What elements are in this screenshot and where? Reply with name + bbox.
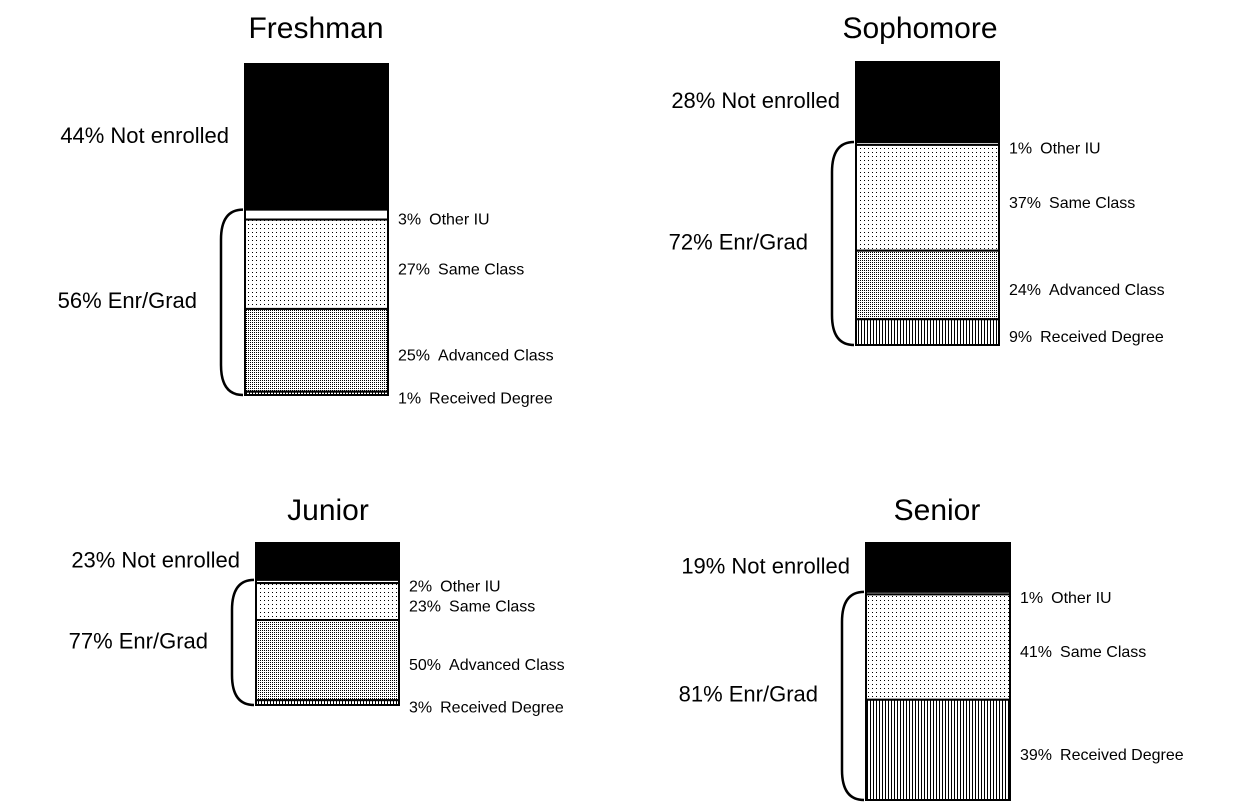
- segment-label: 37% Same Class: [1009, 195, 1135, 212]
- bar-segment: [855, 143, 1000, 252]
- segment-name: Other IU: [429, 212, 489, 229]
- segment-name: Same Class: [438, 261, 524, 278]
- chart-title: Sophomore: [842, 12, 997, 45]
- bar-segment: [255, 618, 400, 702]
- value-label: 24%: [1009, 282, 1041, 299]
- value-label: 50%: [409, 657, 441, 674]
- segment-label: 1% Other IU: [1009, 141, 1101, 158]
- segment-name: Not enrolled: [110, 123, 229, 148]
- segment-name: Not enrolled: [721, 88, 840, 113]
- segment-name: Received Degree: [440, 700, 564, 717]
- segment-label: 24% Advanced Class: [1009, 282, 1165, 299]
- value-label: 25%: [398, 348, 430, 365]
- chart-title: Junior: [287, 494, 369, 527]
- value-label: 9%: [1009, 329, 1032, 346]
- bar-segment: [865, 542, 1011, 593]
- value-label: 27%: [398, 261, 430, 278]
- bar-segment: [865, 593, 1011, 701]
- bar-segment: [244, 208, 389, 221]
- segment-label: 50% Advanced Class: [409, 657, 565, 674]
- segment-name: Not enrolled: [121, 547, 240, 572]
- bar-segment: [244, 218, 389, 310]
- segment-name: Not enrolled: [731, 553, 850, 578]
- segment-label: 28% Not enrolled: [671, 88, 840, 113]
- segment-label: 41% Same Class: [1020, 644, 1146, 661]
- brace-label: 77% Enr/Grad: [69, 628, 208, 653]
- bar-segment: [855, 61, 1000, 144]
- value-label: 3%: [398, 212, 421, 229]
- value-label: 41%: [1020, 644, 1052, 661]
- segment-label: 25% Advanced Class: [398, 348, 554, 365]
- value-label: 37%: [1009, 195, 1041, 212]
- bar-segment: [855, 318, 1000, 347]
- brace: [830, 140, 855, 347]
- brace: [230, 578, 255, 707]
- segment-label: 27% Same Class: [398, 261, 524, 278]
- value-label: 1%: [1009, 141, 1032, 158]
- bar-segment: [244, 390, 389, 397]
- segment-label: 39% Received Degree: [1020, 747, 1184, 764]
- value-label: 23%: [71, 547, 115, 572]
- brace: [219, 208, 244, 397]
- segment-label: 23% Not enrolled: [71, 547, 240, 572]
- value-label: 44%: [60, 123, 104, 148]
- segment-name: Advanced Class: [449, 657, 565, 674]
- bar-segment: [865, 698, 1011, 802]
- value-label: 23%: [409, 599, 441, 616]
- segment-name: Received Degree: [1040, 329, 1164, 346]
- bar-segment: [244, 307, 389, 393]
- brace-label: 81% Enr/Grad: [679, 682, 818, 707]
- segment-label: 23% Same Class: [409, 599, 535, 616]
- segment-label: 2% Other IU: [409, 579, 501, 596]
- chart-title: Senior: [894, 494, 981, 527]
- segment-label: 1% Other IU: [1020, 590, 1112, 607]
- value-label: 19%: [681, 553, 725, 578]
- value-label: 2%: [409, 579, 432, 596]
- segment-name: Received Degree: [429, 391, 553, 408]
- segment-name: Same Class: [1060, 644, 1146, 661]
- segment-label: 1% Received Degree: [398, 391, 553, 408]
- value-label: 1%: [1020, 590, 1043, 607]
- bar-segment: [244, 63, 389, 211]
- value-label: 1%: [398, 391, 421, 408]
- segment-name: Advanced Class: [1049, 282, 1165, 299]
- segment-label: 44% Not enrolled: [60, 123, 229, 148]
- segment-name: Other IU: [1040, 141, 1100, 158]
- segment-name: Advanced Class: [438, 348, 554, 365]
- bar-segment: [255, 699, 400, 706]
- segment-name: Same Class: [449, 599, 535, 616]
- segment-label: 19% Not enrolled: [681, 553, 850, 578]
- bar-segment: [255, 542, 400, 581]
- brace-label: 72% Enr/Grad: [669, 229, 808, 254]
- bar-segment: [255, 582, 400, 621]
- segment-label: 9% Received Degree: [1009, 329, 1164, 346]
- brace: [840, 590, 865, 802]
- segment-name: Received Degree: [1060, 747, 1184, 764]
- chart-title: Freshman: [248, 12, 383, 45]
- segment-name: Other IU: [1051, 590, 1111, 607]
- segment-label: 3% Received Degree: [409, 700, 564, 717]
- value-label: 28%: [671, 88, 715, 113]
- segment-name: Same Class: [1049, 195, 1135, 212]
- segment-name: Other IU: [440, 579, 500, 596]
- segment-label: 3% Other IU: [398, 212, 490, 229]
- value-label: 3%: [409, 700, 432, 717]
- bar-segment: [855, 249, 1000, 321]
- brace-label: 56% Enr/Grad: [58, 288, 197, 313]
- value-label: 39%: [1020, 747, 1052, 764]
